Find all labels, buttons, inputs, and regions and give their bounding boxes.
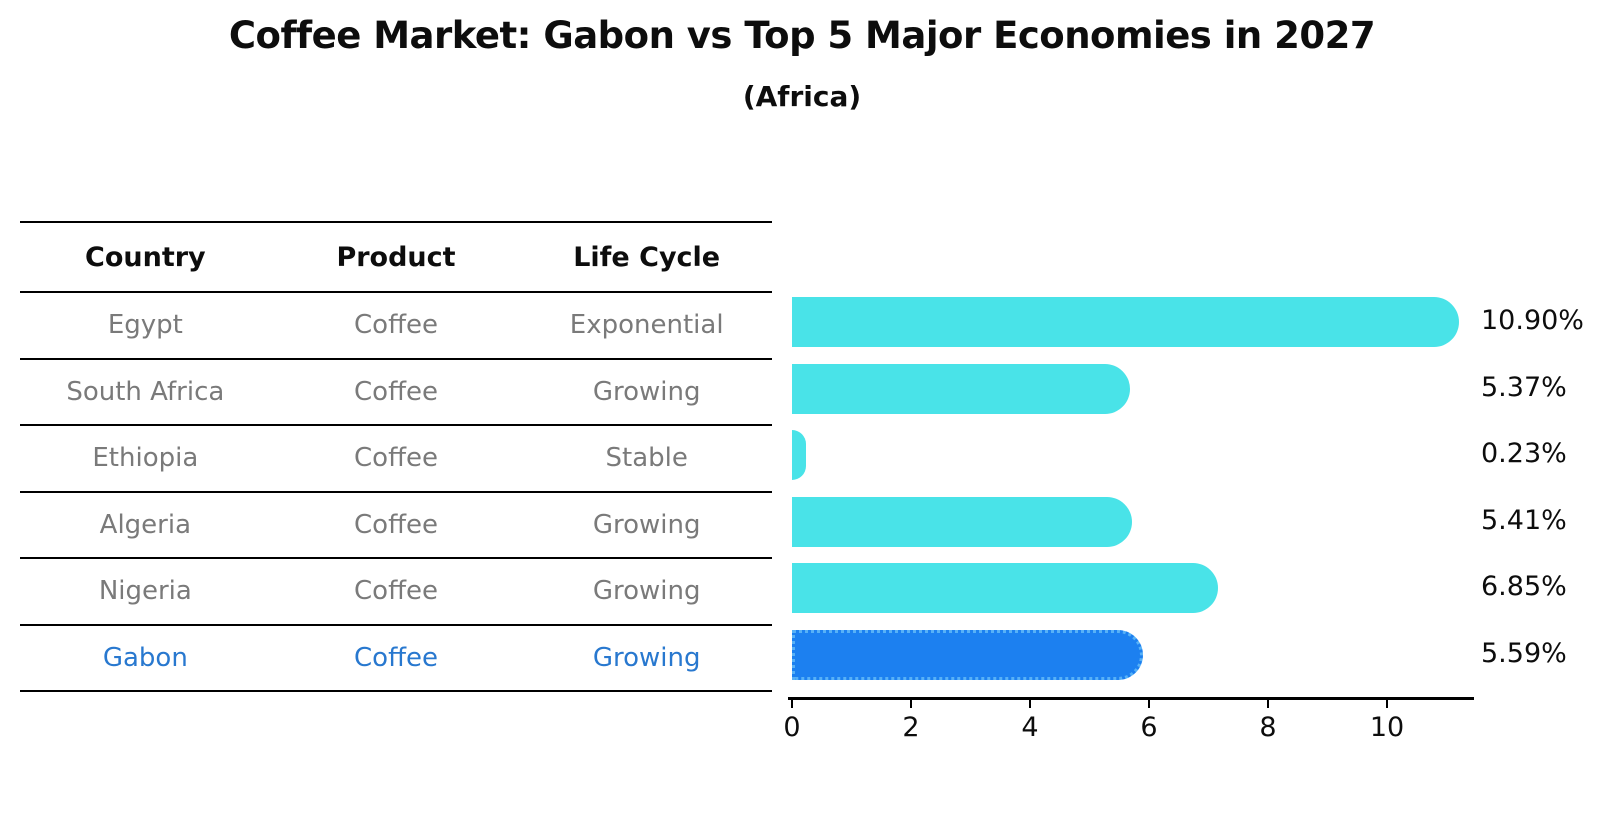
x-axis-tick-label: 6: [1140, 712, 1158, 743]
cell-country: South Africa: [66, 376, 225, 407]
cell-country: Algeria: [99, 509, 192, 540]
column-header-country: Country: [85, 241, 206, 273]
table-row: Nigeria Coffee Growing: [20, 559, 772, 626]
table-row: Ethiopia Coffee Stable: [20, 426, 772, 493]
cell-product: Coffee: [354, 310, 438, 341]
x-axis-tick-label: 10: [1369, 712, 1405, 743]
bar-value-label: 6.85%: [1481, 571, 1567, 602]
chart-title: Coffee Market: Gabon vs Top 5 Major Econ…: [228, 14, 1376, 57]
cell-product: Coffee: [354, 642, 438, 673]
cell-product: Coffee: [354, 443, 438, 474]
chart-subtitle: (Africa): [742, 80, 862, 113]
cell-life-cycle: Exponential: [569, 310, 724, 341]
column-header-life-cycle: Life Cycle: [573, 241, 721, 273]
x-axis-tick: [910, 699, 912, 708]
cell-country: Egypt: [107, 310, 183, 341]
x-axis-tick-label: 8: [1259, 712, 1277, 743]
cell-life-cycle: Growing: [592, 376, 701, 407]
cell-life-cycle: Growing: [592, 509, 701, 540]
cell-life-cycle: Growing: [592, 576, 701, 607]
cell-product: Coffee: [354, 376, 438, 407]
bar: [792, 563, 1218, 613]
x-axis-tick: [1267, 699, 1269, 708]
cell-life-cycle: Growing: [592, 642, 701, 673]
bar-value-label: 10.90%: [1481, 305, 1584, 336]
bar: [792, 363, 1130, 414]
bar-value-label: 5.37%: [1481, 371, 1567, 403]
bar-value-label: 0.23%: [1481, 438, 1567, 469]
bar: [792, 297, 1459, 347]
table-row-highlighted: Gabon Coffee Growing: [20, 626, 772, 692]
x-axis-line: [788, 697, 1474, 700]
cell-country: Ethiopia: [92, 443, 199, 474]
table-header-row: Country Product Life Cycle: [20, 223, 772, 293]
table-row: Algeria Coffee Growing: [20, 493, 772, 559]
x-axis-tick: [1386, 699, 1388, 708]
x-axis-tick-label: 4: [1021, 712, 1039, 743]
comparison-table: Country Product Life Cycle Egypt Coffee Ex…: [20, 221, 772, 692]
bar: [792, 496, 1132, 547]
x-axis-tick: [791, 699, 793, 708]
table-body: Egypt Coffee Exponential South Africa Coffee…: [20, 293, 772, 692]
cell-product: Coffee: [354, 509, 438, 540]
cell-country: Gabon: [102, 642, 188, 673]
x-axis-tick: [1029, 699, 1031, 708]
bar-value-label: 5.41%: [1481, 504, 1567, 536]
x-axis-tick-label: 0: [783, 712, 801, 743]
cell-product: Coffee: [354, 576, 438, 607]
bar-highlighted: [792, 629, 1143, 680]
bar: [792, 430, 806, 480]
cell-life-cycle: Stable: [605, 443, 688, 474]
bar-value-label: 5.59%: [1481, 637, 1567, 669]
cell-country: Nigeria: [98, 576, 192, 607]
column-header-product: Product: [336, 241, 456, 273]
table-row: Egypt Coffee Exponential: [20, 293, 772, 360]
x-axis-tick-label: 2: [902, 712, 920, 743]
table-row: South Africa Coffee Growing: [20, 360, 772, 426]
x-axis-tick: [1148, 699, 1150, 708]
